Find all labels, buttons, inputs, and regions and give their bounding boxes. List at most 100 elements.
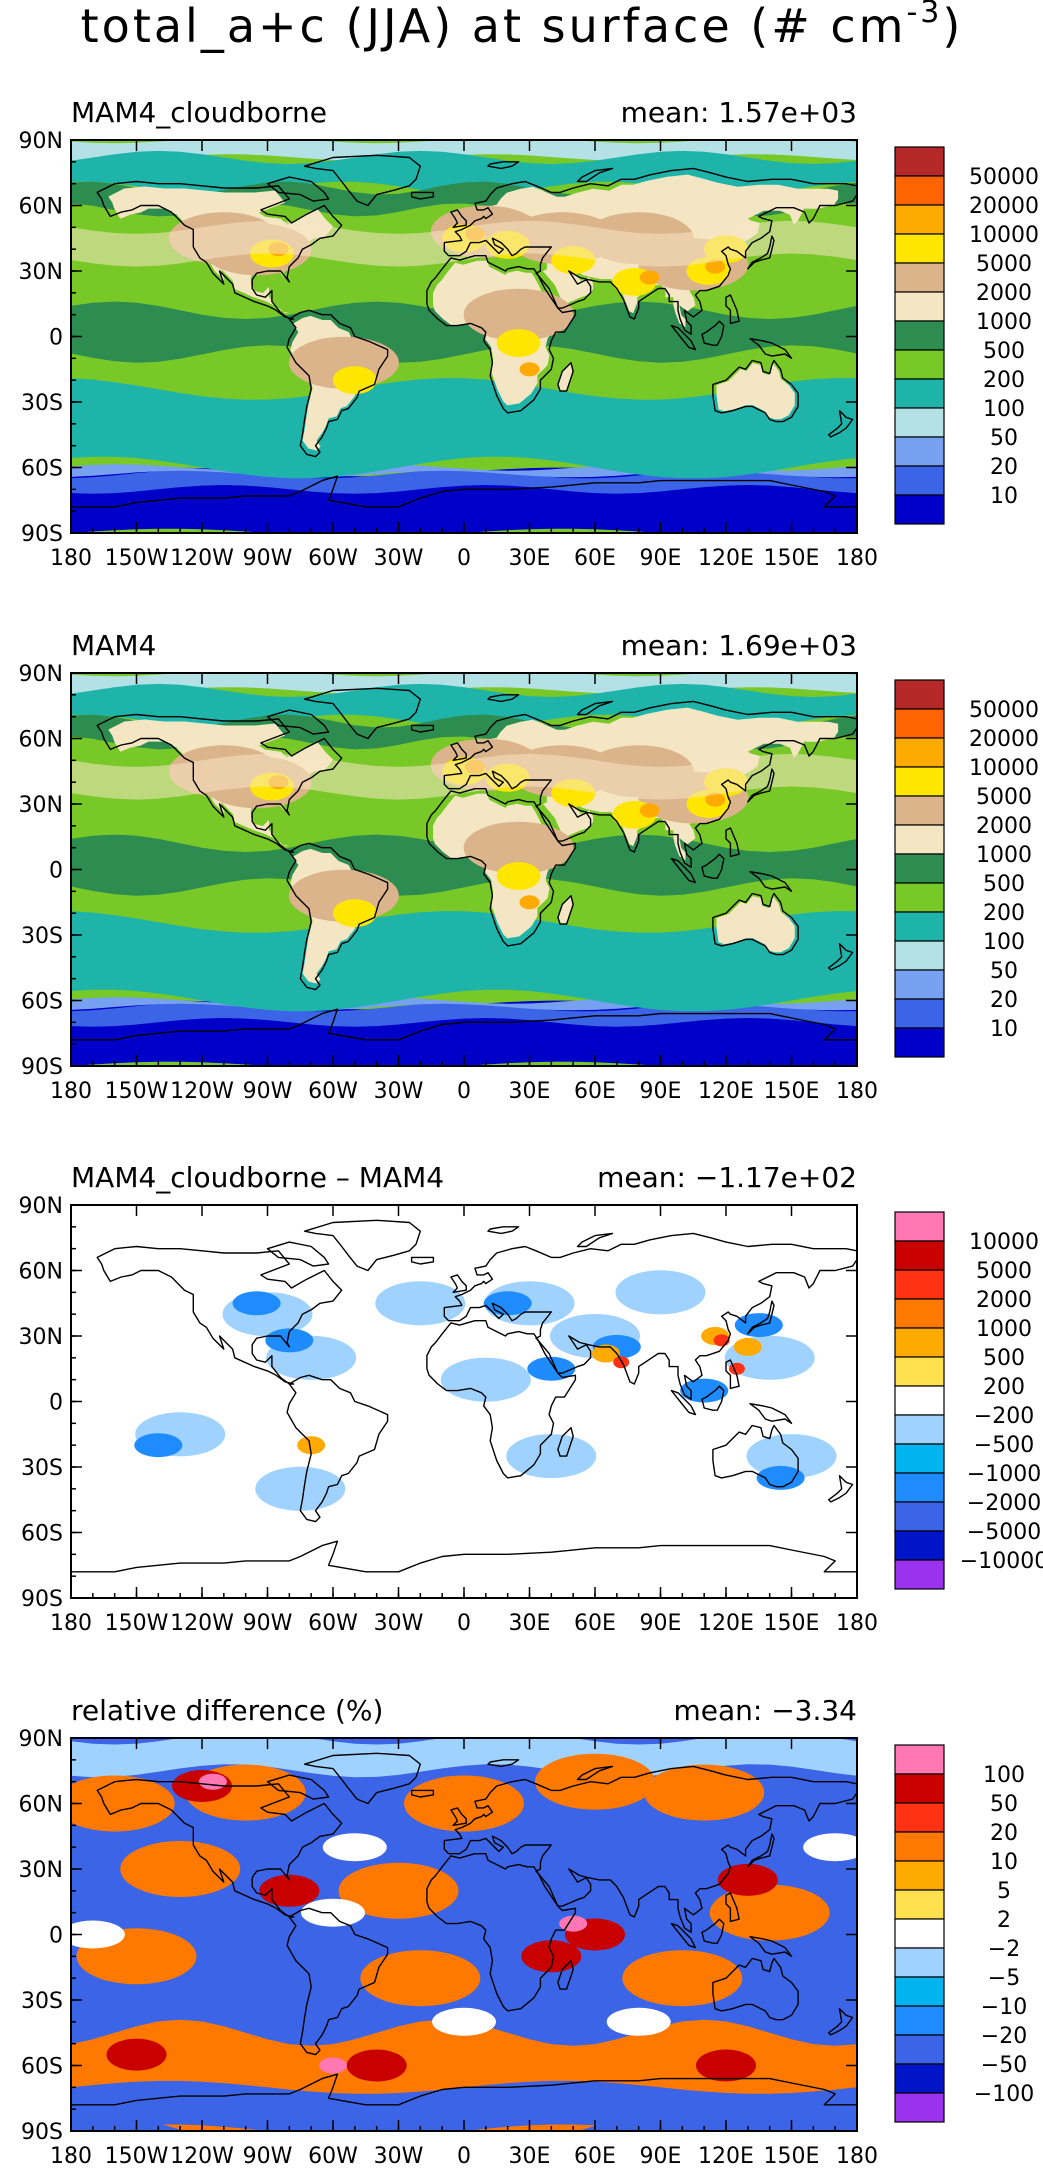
coastline-antarctica bbox=[71, 2073, 857, 2106]
colorbar-label: 5000 bbox=[976, 785, 1032, 810]
colorbar-swatch bbox=[894, 146, 945, 177]
colorbar-label: 20000 bbox=[969, 727, 1039, 752]
coastline bbox=[557, 895, 574, 925]
colorbar: 10000 5000 2000 1000 500 200 −200 −500 −1000 −200… bbox=[894, 1211, 1043, 1590]
coastline bbox=[712, 1424, 799, 1488]
field-patch bbox=[440, 1357, 531, 1402]
coastline bbox=[96, 1245, 343, 1385]
x-tick-label: 180 bbox=[836, 2144, 878, 2169]
x-tick-label: 180 bbox=[50, 1611, 92, 1636]
field-patch bbox=[463, 288, 574, 341]
colorbar-label: 50000 bbox=[969, 165, 1039, 190]
x-tick-label: 150E bbox=[764, 1611, 820, 1636]
map-field bbox=[71, 673, 857, 1066]
coastline bbox=[443, 167, 857, 335]
x-tick-label: 120E bbox=[698, 546, 754, 571]
colorbar-label: 10000 bbox=[969, 756, 1039, 781]
colorbar-label: 10 bbox=[990, 1850, 1018, 1875]
field-patch bbox=[332, 366, 377, 395]
coastline bbox=[443, 1765, 857, 1933]
field-land-layer bbox=[716, 896, 795, 953]
y-tick-label: 0 bbox=[49, 326, 63, 351]
colorbar-swatch bbox=[894, 175, 945, 206]
x-tick-label: 0 bbox=[457, 1611, 471, 1636]
field-patch bbox=[319, 2057, 347, 2074]
field-patch bbox=[696, 2049, 756, 2082]
colorbar-label: 500 bbox=[983, 339, 1025, 364]
field-patch bbox=[746, 1434, 837, 1479]
coastline bbox=[303, 1752, 421, 1805]
y-tick-label: 60S bbox=[21, 2055, 63, 2080]
colorbar-swatch bbox=[894, 1501, 945, 1532]
coastline bbox=[426, 1320, 577, 1479]
coastline bbox=[96, 713, 343, 853]
colorbar-swatch bbox=[894, 737, 945, 768]
field-patch bbox=[463, 821, 574, 874]
colorbar-swatch bbox=[894, 1773, 945, 1804]
y-tick-label: 90N bbox=[19, 662, 63, 687]
x-tick-label: 90E bbox=[640, 2144, 682, 2169]
coastline bbox=[450, 742, 467, 761]
y-tick-label: 30S bbox=[21, 924, 63, 949]
field-patch bbox=[615, 1270, 706, 1315]
field-patch bbox=[134, 1433, 183, 1458]
colorbar-swatch bbox=[894, 436, 945, 467]
colorbar-label: 50000 bbox=[969, 698, 1039, 723]
colorbar-label: −2000 bbox=[967, 1491, 1041, 1516]
coastline-antarctica bbox=[71, 1540, 857, 1573]
x-tick-label: 60E bbox=[574, 2144, 616, 2169]
coastline bbox=[701, 1918, 725, 1944]
coastline bbox=[747, 1833, 775, 1868]
field-patch bbox=[521, 1940, 582, 1973]
map-field bbox=[71, 140, 857, 533]
y-tick-label: 60N bbox=[19, 1260, 63, 1285]
colorbar-label: 50 bbox=[990, 1792, 1018, 1817]
colorbar-swatch bbox=[894, 1889, 945, 1920]
x-tick-label: 60E bbox=[574, 546, 616, 571]
x-tick-label: 150W bbox=[105, 2144, 169, 2169]
coastline bbox=[96, 1778, 343, 1918]
coastline bbox=[266, 1241, 330, 1267]
colorbar-swatch bbox=[894, 1414, 945, 1445]
map-panel-1: MAM4_cloudborne mean: 1.57e+03 180 150W 120W… bbox=[19, 96, 1039, 571]
colorbar-swatch bbox=[894, 407, 945, 438]
colorbar-swatch bbox=[894, 940, 945, 971]
field-band-tropics bbox=[71, 301, 857, 363]
coastline bbox=[725, 1359, 740, 1390]
colorbar-label: 2000 bbox=[976, 281, 1032, 306]
field-band-southern-ocean bbox=[71, 378, 857, 479]
colorbar-label: 20 bbox=[990, 988, 1018, 1013]
colorbar-swatch bbox=[894, 998, 945, 1029]
x-tick-label: 0 bbox=[457, 2144, 471, 2169]
field-band-tropics bbox=[71, 834, 857, 896]
colorbar-swatch bbox=[894, 766, 945, 797]
coastline bbox=[487, 694, 520, 703]
colorbar-label: 100 bbox=[983, 1763, 1025, 1788]
colorbar-label: 20 bbox=[990, 455, 1018, 480]
x-tick-label: 90E bbox=[640, 546, 682, 571]
colorbar-label: 500 bbox=[983, 872, 1025, 897]
field-patch bbox=[613, 1356, 630, 1369]
y-tick-label: 0 bbox=[49, 1391, 63, 1416]
field-patch bbox=[360, 1950, 481, 2007]
colorbar-swatch bbox=[894, 2034, 945, 2065]
x-tick-label: 90E bbox=[640, 1611, 682, 1636]
colorbar-swatch bbox=[894, 795, 945, 826]
field-band-midlat bbox=[71, 753, 857, 800]
colorbar-label: 20 bbox=[990, 1821, 1018, 1846]
field-patch bbox=[332, 899, 377, 928]
field-patch bbox=[265, 1328, 314, 1353]
colorbar-label: 500 bbox=[983, 1346, 1025, 1371]
field-patch bbox=[71, 1920, 125, 1949]
x-tick-label: 150W bbox=[105, 1611, 169, 1636]
field-patch bbox=[705, 259, 726, 274]
colorbar-swatch bbox=[894, 1976, 945, 2007]
x-tick-label: 30W bbox=[374, 1079, 424, 1104]
colorbar-label: −20 bbox=[981, 2024, 1027, 2049]
field-patch bbox=[232, 1291, 281, 1316]
coastline bbox=[701, 320, 725, 346]
x-tick-label: 150E bbox=[764, 2144, 820, 2169]
colorbar: 50000 20000 10000 5000 2000 1000 500 200 100 50 20… bbox=[894, 146, 1039, 525]
colorbar-label: −200 bbox=[974, 1404, 1034, 1429]
map-panel-4: relative difference (%) mean: −3.34 180 150… bbox=[19, 1694, 1035, 2169]
